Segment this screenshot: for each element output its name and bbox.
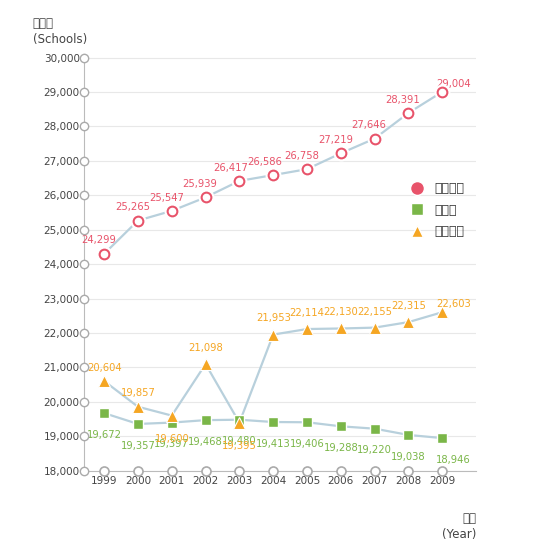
Text: 21,953: 21,953 [256,313,291,324]
Text: 29,004: 29,004 [436,79,471,89]
Text: 19,395: 19,395 [222,441,257,451]
Text: 22,603: 22,603 [436,299,471,309]
Text: 19,288: 19,288 [324,443,358,453]
Text: 26,417: 26,417 [214,162,248,173]
Text: 19,397: 19,397 [154,439,189,449]
Text: 19,038: 19,038 [391,452,426,461]
Text: 19,413: 19,413 [256,439,291,448]
Text: 19,468: 19,468 [188,437,223,447]
Text: 19,220: 19,220 [357,445,392,456]
Text: 22,155: 22,155 [357,307,392,316]
Text: 20,604: 20,604 [87,362,122,373]
Text: 26,758: 26,758 [284,151,319,161]
Text: 19,357: 19,357 [121,440,155,451]
Text: 연도
(Year): 연도 (Year) [441,512,476,541]
Text: 25,265: 25,265 [115,202,150,212]
Text: 학교수
(Schools): 학교수 (Schools) [33,17,87,46]
Text: 25,939: 25,939 [182,179,217,189]
Text: 19,672: 19,672 [87,430,122,440]
Text: 24,299: 24,299 [81,235,116,246]
Text: 19,600: 19,600 [154,434,189,444]
Text: 25,547: 25,547 [149,193,183,202]
Text: 19,480: 19,480 [222,437,257,446]
Text: 19,857: 19,857 [121,388,155,398]
Text: 26,586: 26,586 [247,157,282,167]
Text: 21,098: 21,098 [188,343,223,353]
Text: 22,315: 22,315 [391,301,426,311]
Text: 28,391: 28,391 [386,95,420,104]
Text: 22,114: 22,114 [289,308,325,318]
Text: 18,946: 18,946 [436,455,471,465]
Text: 27,646: 27,646 [352,120,386,130]
Text: 27,219: 27,219 [318,135,353,145]
Text: 19,406: 19,406 [289,439,325,449]
Text: 22,130: 22,130 [324,307,358,318]
Legend: 초등학교, 중학교, 고등학교: 초등학교, 중학교, 고등학교 [400,177,470,243]
